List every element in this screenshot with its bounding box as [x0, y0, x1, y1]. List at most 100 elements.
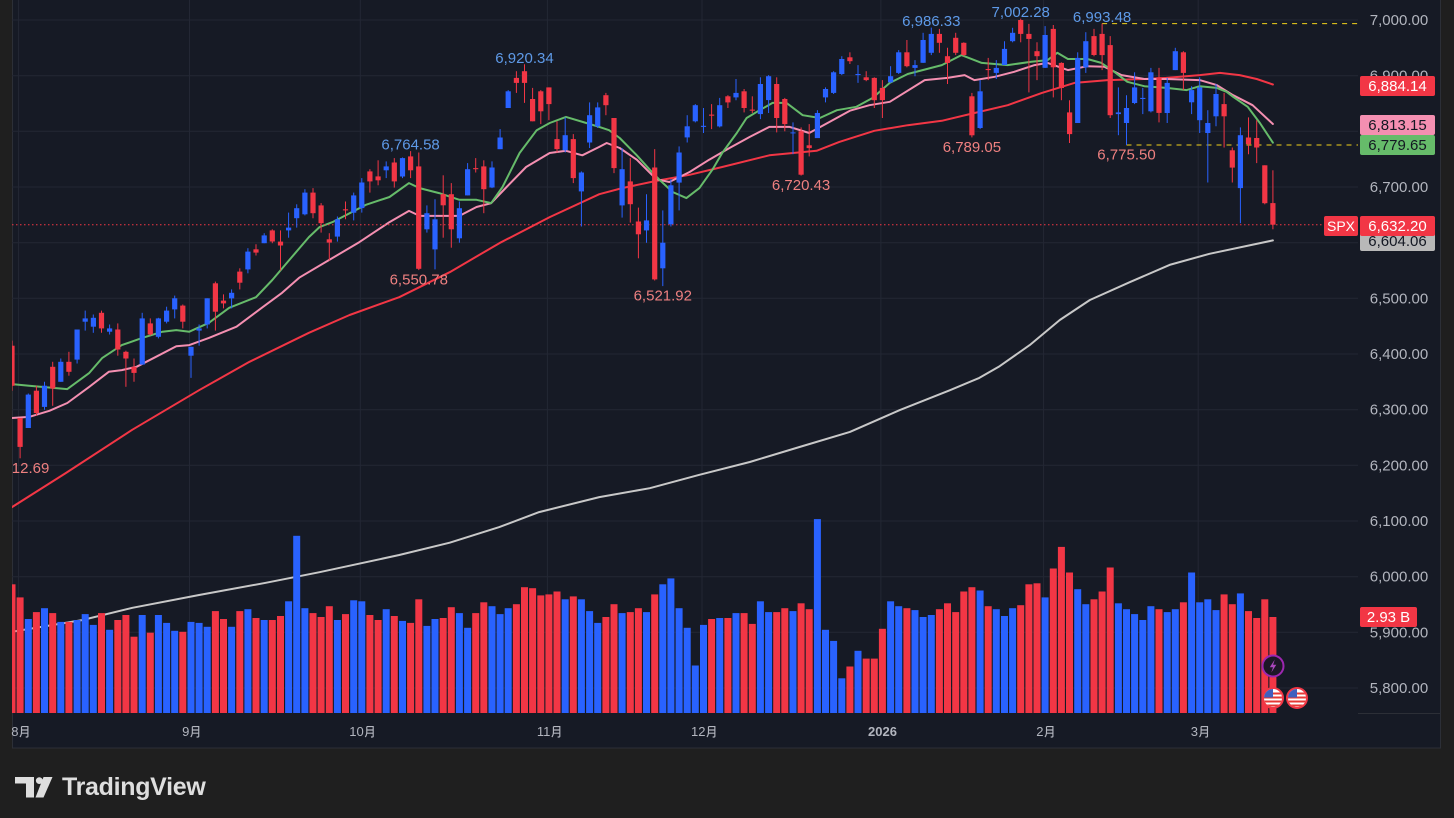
candle: [692, 104, 698, 123]
candle: [822, 87, 829, 103]
candle: [58, 358, 64, 382]
volume-bar: [1041, 597, 1049, 713]
month-glyph: [706, 726, 716, 738]
candle: [188, 346, 194, 378]
candle: [725, 95, 731, 108]
volume-bar: [496, 614, 504, 713]
candle-body: [505, 91, 511, 108]
candle-body: [790, 132, 796, 134]
volume-bar: [374, 620, 382, 713]
volume-bar: [187, 621, 195, 713]
candle-body: [603, 95, 609, 106]
candle-body: [416, 166, 422, 269]
candle-body: [709, 114, 715, 116]
candle: [1237, 127, 1243, 224]
volume-bar: [309, 613, 317, 713]
volume-bar: [618, 613, 626, 713]
event-marker-lightning[interactable]: [1261, 654, 1285, 678]
ma-long-line[interactable]: [12, 239, 1274, 633]
candle: [351, 192, 357, 221]
candle-body: [456, 208, 462, 239]
svg-text:9: 9: [182, 724, 189, 739]
volume-bar: [740, 613, 748, 713]
candle-body: [286, 227, 292, 231]
volume-bar: [976, 590, 984, 713]
month-glyph: [19, 726, 29, 738]
candle-body: [1010, 32, 1016, 42]
candle-body: [196, 328, 202, 331]
candle: [1034, 42, 1040, 81]
candle: [521, 64, 528, 103]
candle-body: [1083, 41, 1089, 68]
candle: [33, 385, 39, 416]
candle: [1148, 67, 1154, 113]
candle-body: [733, 92, 739, 98]
candle-body: [489, 167, 495, 188]
symbol-tag[interactable]: SPX: [1324, 216, 1358, 236]
volume-bar: [390, 616, 398, 713]
volume-bar: [106, 629, 114, 713]
volume-bar: [504, 608, 512, 713]
time-axis-label: 3: [1191, 724, 1209, 739]
candle: [375, 160, 381, 186]
candle-body: [1058, 62, 1064, 88]
price-pane[interactable]: 6,212.69 6,764.58 6,550.78 6,920.34 6,521.92…: [0, 4, 1358, 713]
candle-body: [253, 249, 259, 253]
candle-body: [700, 125, 707, 127]
volume-bar: [195, 622, 203, 713]
volume-bar: [301, 608, 309, 713]
candle: [595, 102, 601, 128]
candle-body: [408, 156, 414, 171]
candle-body: [904, 52, 910, 67]
candle: [1050, 25, 1056, 98]
candle: [367, 169, 373, 193]
candle: [643, 194, 650, 243]
month-glyph: [190, 726, 200, 738]
candle-body: [302, 192, 308, 215]
volume-bar: [146, 632, 154, 713]
price-axis-label: 5,800.00: [1370, 680, 1428, 697]
candle-body: [261, 235, 267, 244]
candle: [652, 149, 658, 281]
candle-body: [619, 169, 625, 206]
candle-body: [684, 126, 690, 138]
time-axis-label: 12: [691, 724, 716, 739]
candle: [814, 110, 820, 139]
candle: [871, 77, 877, 108]
volume-bar: [700, 624, 707, 713]
candle: [1001, 41, 1008, 66]
candle-body: [562, 135, 568, 151]
candle: [587, 102, 593, 148]
candle: [578, 171, 584, 227]
time-axis[interactable]: 8 9 10 11 12 2026 2 3: [11, 714, 1358, 747]
candle: [920, 32, 926, 63]
candle-body: [969, 96, 975, 136]
event-marker-us-flag[interactable]: [1286, 687, 1308, 709]
level-lines: [12, 23, 1358, 226]
candle-body: [1245, 137, 1252, 145]
candle-body: [465, 169, 471, 196]
candle-body: [1262, 165, 1268, 204]
low-price-label: 6,775.50: [1097, 147, 1155, 164]
candle: [302, 189, 308, 216]
candlestick-series[interactable]: [9, 18, 1276, 459]
candle: [261, 233, 267, 244]
event-marker-us-flag[interactable]: [1262, 687, 1284, 709]
tradingview-logo[interactable]: TradingView: [15, 772, 206, 802]
candle: [440, 175, 446, 238]
candle-body: [741, 91, 747, 108]
volume-histogram: [12, 519, 1277, 713]
svg-text:11: 11: [537, 724, 551, 739]
month-glyph: [1044, 726, 1054, 738]
candle: [513, 71, 519, 93]
candle: [766, 75, 772, 113]
candle-body: [1001, 48, 1008, 65]
candle: [115, 323, 121, 356]
candle-body: [1213, 94, 1219, 117]
ma-long-value: 6,604.06: [1368, 233, 1426, 250]
volume-bar: [1057, 546, 1065, 713]
candle: [310, 188, 316, 219]
price-axis[interactable]: 7,000.006,900.006,700.006,500.006,400.00…: [1358, 0, 1440, 713]
candle: [269, 229, 275, 244]
